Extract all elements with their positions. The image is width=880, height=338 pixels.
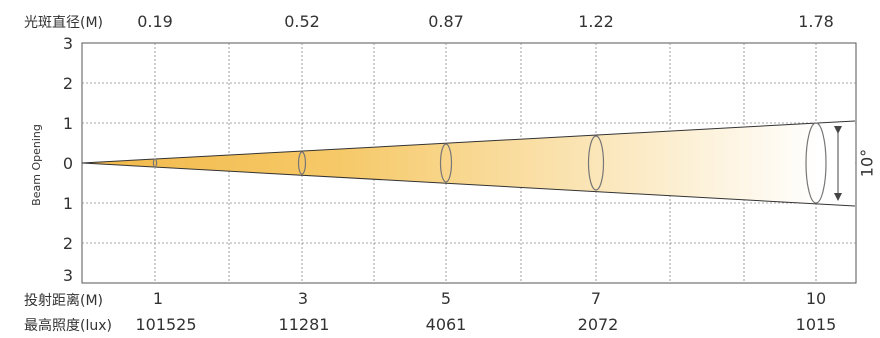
diameter-value-1: 0.19 bbox=[137, 12, 173, 31]
distance-value-1: 1 bbox=[153, 289, 163, 308]
y-tick-label: 1 bbox=[63, 194, 73, 213]
lux-value-1: 101525 bbox=[135, 315, 196, 334]
diameter-label: 光斑直径(M) bbox=[24, 14, 103, 31]
distance-value-3: 5 bbox=[441, 289, 451, 308]
y-axis-title: Beam Opening bbox=[30, 124, 43, 206]
distance-value-5: 10 bbox=[806, 289, 826, 308]
lux-value-3: 4061 bbox=[426, 315, 467, 334]
spot-ellipse-1 bbox=[152, 158, 158, 168]
y-tick-label: 2 bbox=[63, 74, 73, 93]
y-tick-label: 3 bbox=[63, 34, 73, 53]
y-tick-label: 2 bbox=[63, 234, 73, 253]
beam-cone bbox=[82, 121, 855, 206]
diameter-value-5: 1.78 bbox=[798, 12, 834, 31]
diameter-value-2: 0.52 bbox=[284, 12, 320, 31]
y-tick-label: 3 bbox=[63, 266, 73, 285]
lux-value-4: 2072 bbox=[578, 315, 619, 334]
beam-angle-label: 10° bbox=[858, 149, 877, 177]
distance-value-2: 3 bbox=[298, 289, 308, 308]
y-tick-label: 0 bbox=[63, 154, 73, 173]
spot-ellipse-4 bbox=[587, 135, 605, 191]
beam-edge-top bbox=[81, 120, 856, 164]
distance-value-4: 7 bbox=[591, 289, 601, 308]
y-tick-label: 1 bbox=[63, 114, 73, 133]
lux-label: 最高照度(lux) bbox=[24, 317, 112, 334]
distance-label: 投射距离(M) bbox=[24, 292, 103, 309]
lux-value-2: 11281 bbox=[279, 315, 330, 334]
spot-ellipse-3 bbox=[439, 143, 453, 183]
spot-ellipse-2 bbox=[297, 151, 307, 175]
beam-edge-bottom bbox=[81, 162, 856, 207]
lux-value-5: 1015 bbox=[796, 315, 837, 334]
diameter-value-3: 0.87 bbox=[428, 12, 464, 31]
spot-ellipses bbox=[152, 122, 827, 204]
diameter-value-4: 1.22 bbox=[578, 12, 614, 31]
spot-ellipse-5 bbox=[805, 122, 827, 204]
